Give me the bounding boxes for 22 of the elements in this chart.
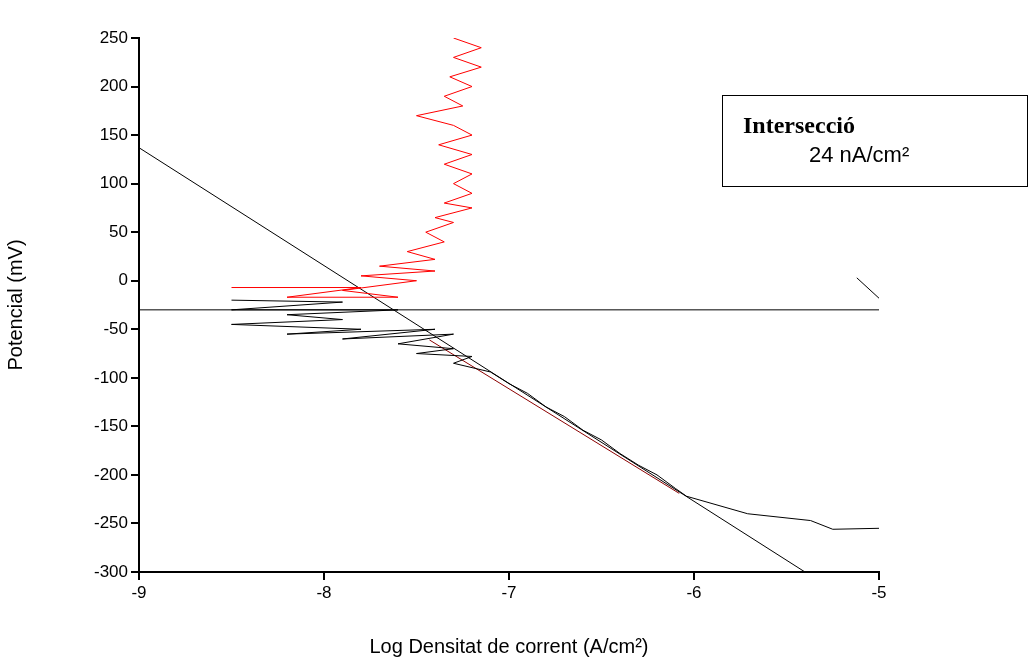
y-tick-label: -100 — [93, 367, 128, 387]
x-tick-label: -6 — [686, 582, 702, 602]
y-tick-label: 250 — [99, 27, 128, 47]
x-tick-label: -9 — [131, 582, 147, 602]
y-tick-label: -150 — [93, 416, 128, 436]
y-tick-label: -300 — [93, 561, 128, 581]
y-tick-label: -250 — [93, 513, 128, 533]
y-tick-label: 0 — [118, 270, 128, 290]
y-tick-label: 100 — [99, 173, 128, 193]
x-axis-title: Log Densitat de corrent (A/cm²) — [369, 634, 649, 657]
annotation: Intersecció — [743, 112, 855, 139]
x-tick-label: -8 — [316, 582, 332, 602]
x-tick-label: -5 — [871, 582, 887, 602]
y-axis-title: Potencial (mV) — [3, 239, 26, 371]
x-tick-label: -7 — [501, 582, 517, 602]
text-box: Intersecció 24 nA/cm² — [722, 95, 1028, 187]
annotation: 24 nA/cm² — [809, 142, 910, 168]
y-tick-label: 150 — [99, 124, 128, 144]
y-tick-label: -50 — [103, 318, 128, 338]
y-tick-label: 50 — [109, 221, 128, 241]
y-tick-label: 200 — [99, 76, 128, 96]
y-tick-label: -200 — [93, 464, 128, 484]
